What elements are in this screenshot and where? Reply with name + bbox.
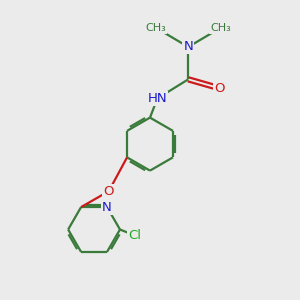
Text: N: N (183, 40, 193, 53)
Text: O: O (103, 185, 114, 198)
Text: CH₃: CH₃ (146, 23, 166, 33)
Text: O: O (214, 82, 224, 95)
Text: HN: HN (148, 92, 167, 105)
Text: N: N (102, 201, 112, 214)
Text: Cl: Cl (128, 229, 141, 242)
Text: CH₃: CH₃ (210, 23, 231, 33)
